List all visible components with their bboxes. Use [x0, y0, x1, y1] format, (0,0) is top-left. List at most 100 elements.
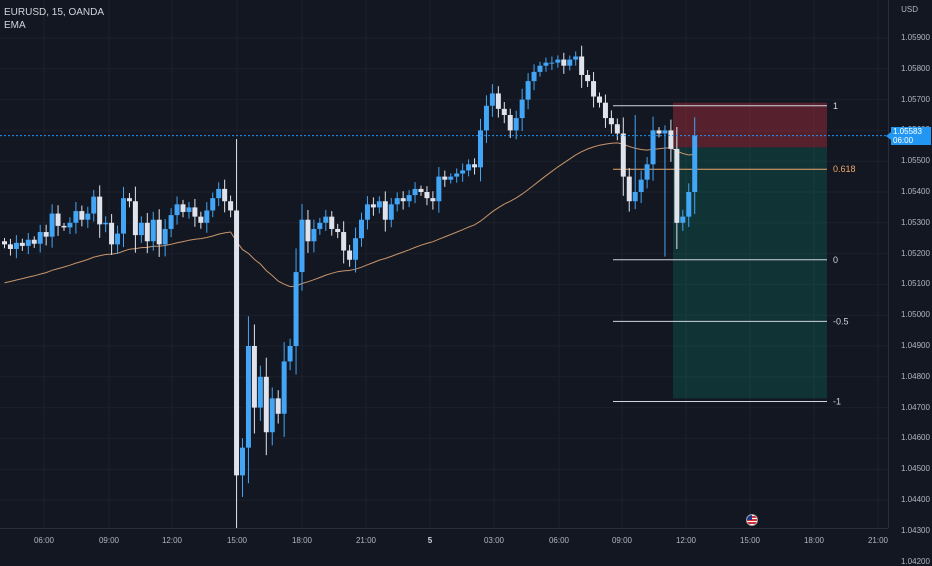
candle-up [454, 173, 460, 177]
price-tick: 1.05000 [901, 310, 930, 320]
candle-down [144, 222, 150, 242]
candle-down [192, 207, 198, 217]
chart-plot-area[interactable]: 1 0.618 0 -0.5 -1 [0, 0, 888, 528]
price-tick: 1.05800 [901, 63, 930, 73]
candle-down [228, 201, 234, 211]
time-tick: 5 [427, 536, 433, 545]
candle-up [388, 204, 394, 220]
candle-up [525, 81, 531, 100]
price-tick: 1.04500 [901, 464, 930, 474]
candle-up [519, 99, 525, 119]
ema-polyline [4, 142, 695, 288]
price-tick: 1.04700 [901, 402, 930, 412]
candle-up [269, 398, 275, 433]
candle-up [353, 238, 359, 260]
price-axis[interactable]: USD 1.059001.058001.057001.056001.055001… [886, 0, 932, 566]
time-tick: 09:00 [611, 536, 633, 545]
candle-down [579, 56, 585, 75]
candle-up [543, 62, 549, 66]
price-tick: 1.05100 [901, 279, 930, 289]
candle-up [364, 204, 370, 220]
time-tick: 18:00 [291, 536, 313, 545]
candle-down [126, 198, 132, 202]
candle-up [13, 242, 19, 249]
stop-loss-zone [673, 102, 827, 148]
us-flag-icon[interactable] [746, 514, 758, 526]
take-profit-zone [673, 147, 827, 399]
candle-down [370, 204, 376, 208]
price-tick: 1.05200 [901, 248, 930, 258]
time-tick: 12:00 [675, 536, 697, 545]
candle-up [150, 219, 156, 242]
candle-down [597, 96, 602, 103]
candle-down [341, 232, 347, 251]
candle-down [156, 219, 162, 245]
symbol-title[interactable]: EURUSD, 15, OANDA [4, 7, 105, 18]
candle-up [210, 198, 216, 211]
candle-down [620, 133, 626, 177]
time-tick: 06:00 [548, 536, 570, 545]
candle-down [222, 188, 228, 202]
candle-down [7, 244, 13, 249]
candle-up [394, 198, 400, 205]
fib-retracement-tool: 1 0.618 0 -0.5 -1 [613, 101, 856, 406]
candle-up [460, 170, 466, 174]
time-tick: 21:00 [355, 536, 377, 545]
candle-down [109, 222, 115, 245]
candle-down [198, 216, 204, 223]
indicator-ema-label[interactable]: EMA [4, 20, 26, 31]
candle-up [573, 56, 579, 60]
candle-up [85, 213, 91, 220]
candle-down [79, 211, 85, 220]
long-position-tool [673, 102, 827, 399]
fib-level-label: 1 [833, 101, 838, 111]
candle-down [2, 241, 7, 245]
price-tick: 1.04400 [901, 495, 930, 504]
candle-up [186, 207, 192, 213]
candle-down [61, 225, 67, 228]
chart-legend[interactable]: EURUSD, 15, OANDA EMA [4, 6, 104, 32]
ema-line [4, 142, 695, 288]
candle-up [49, 213, 55, 237]
candle-up [632, 192, 638, 202]
candle-down [31, 239, 37, 244]
candle-up [662, 130, 668, 134]
candle-up [406, 195, 412, 202]
time-axis[interactable]: 06:00 09:00 12:00 15:00 18:00 21:00 5 03:00 06:0… [0, 528, 888, 550]
price-tick: 1.04800 [901, 371, 930, 381]
last-price-value: 1.05583 [893, 126, 922, 136]
candle-down [656, 130, 662, 134]
candle-up [67, 222, 73, 228]
candle-up [204, 210, 210, 223]
candle-down [674, 148, 680, 223]
price-tick: 1.04200 [901, 556, 930, 566]
candle-up [513, 118, 519, 131]
candle-up [240, 447, 245, 476]
candle-down [329, 216, 335, 229]
candle-up [359, 219, 364, 239]
candle-up [549, 62, 555, 64]
price-tick: 1.04900 [901, 341, 930, 350]
candle-up [245, 346, 251, 448]
candle-up [650, 130, 656, 165]
price-tick: 1.05500 [901, 156, 930, 166]
candle-up [174, 204, 180, 216]
time-tick: 15:00 [226, 536, 248, 545]
candle-down [602, 102, 608, 119]
time-tick: 09:00 [98, 536, 120, 545]
candle-up [644, 164, 650, 180]
candle-countdown: 06:00 [893, 135, 914, 145]
time-tick: 03:00 [483, 536, 505, 545]
candle-down [43, 232, 49, 237]
candle-down [335, 228, 341, 233]
candle-up [121, 198, 126, 234]
candle-up [489, 93, 495, 106]
candle-up [537, 65, 543, 72]
fib-level-label: 0 [833, 255, 838, 265]
time-tick: 12:00 [161, 536, 183, 545]
fib-level-label: 0.618 [833, 164, 856, 174]
price-tick: 1.05400 [901, 187, 930, 196]
time-tick: 18:00 [803, 536, 825, 545]
candle-down [305, 219, 311, 242]
candle-down [97, 196, 103, 225]
